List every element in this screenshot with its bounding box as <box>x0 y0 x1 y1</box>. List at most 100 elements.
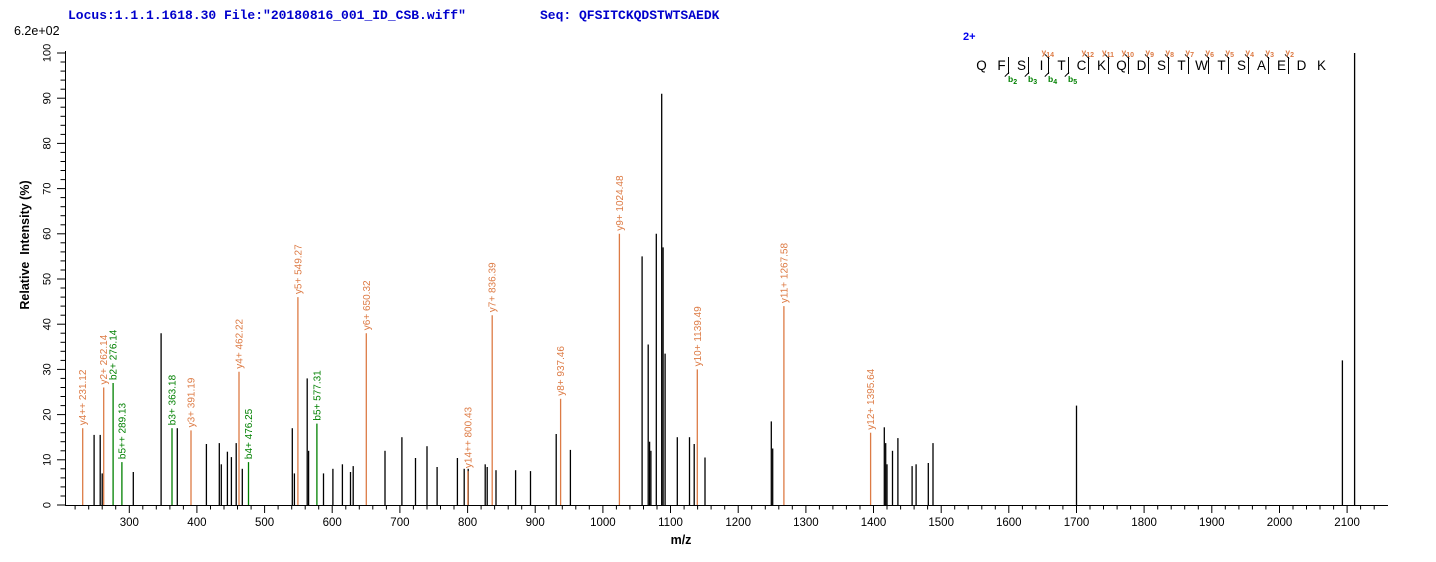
x-tick-label: 1700 <box>1064 517 1090 529</box>
cleavage-boundary: y2 <box>1285 47 1295 74</box>
x-tick-label: 1600 <box>996 517 1022 529</box>
residue-letter: S <box>1156 58 1166 73</box>
x-tick-label: 1300 <box>793 517 819 529</box>
b-ion-mark: b2 <box>1008 74 1018 86</box>
fragment-peak-label: y7+ 836.39 <box>488 262 499 312</box>
y-ion-mark: y4 <box>1245 47 1254 59</box>
cleavage-line <box>1228 57 1229 74</box>
y-tick-label: 20 <box>42 408 54 420</box>
residue-letter: E <box>1276 58 1286 73</box>
residue-letter: S <box>1236 58 1246 73</box>
cleavage-line <box>1128 57 1129 74</box>
y-ion-mark: y9 <box>1145 47 1154 59</box>
x-tick-label: 1200 <box>725 517 751 529</box>
residue-letter: T <box>1217 58 1226 73</box>
cleavage-line <box>1148 57 1149 74</box>
cleavage-line <box>1188 57 1189 74</box>
y-tick-label: 100 <box>42 44 54 62</box>
x-tick-label: 2100 <box>1334 517 1360 529</box>
y-ion-mark: y6 <box>1205 47 1214 59</box>
fragment-peak-label: b5++ 289.13 <box>117 402 128 459</box>
fragment-peak-label: y2+ 262.14 <box>99 334 110 384</box>
locus-file-header: Locus:1.1.1.1618.30 File:"20180816_001_I… <box>68 8 466 23</box>
y-ion-mark: y10 <box>1121 47 1134 59</box>
cleavage-line <box>1028 57 1029 74</box>
x-tick-label: 1900 <box>1199 517 1225 529</box>
fragment-peak-label: b5+ 577.31 <box>312 370 323 421</box>
fragment-peak-label: b4+ 476.25 <box>244 408 255 459</box>
b-ion-mark: b4 <box>1048 74 1058 86</box>
fragment-peak-label: y10+ 1139.49 <box>693 306 704 367</box>
fragment-peak-label: y6+ 650.32 <box>362 280 373 330</box>
axes <box>65 51 1388 506</box>
cleavage-line <box>1048 57 1049 74</box>
cleavage-line <box>1108 57 1109 74</box>
y-tick-label: 50 <box>42 273 54 285</box>
residue-letter: D <box>1136 58 1147 73</box>
cleavage-line <box>1208 57 1209 74</box>
residue-letter: C <box>1076 58 1087 73</box>
x-tick-label: 1500 <box>928 517 954 529</box>
y-tick-label: 80 <box>42 137 54 149</box>
x-tick-label: 2000 <box>1267 517 1293 529</box>
y-tick-label: 0 <box>42 502 54 508</box>
cleavage-boundary: y5 <box>1225 47 1235 74</box>
residue-letter: I <box>1039 58 1044 73</box>
cleavage-boundary: y4 <box>1245 47 1255 74</box>
cleavage-boundary: y8 <box>1165 47 1175 74</box>
fragment-peak-label: y9+ 1024.48 <box>615 175 626 231</box>
fragment-peak-label: y4++ 231.12 <box>78 369 89 425</box>
y-axis-title: Relative Intensity (%) <box>18 180 32 309</box>
y-ion-mark: y3 <box>1265 47 1274 59</box>
y-tick-label: 10 <box>42 454 54 466</box>
x-tick-label: 800 <box>458 517 477 529</box>
x-tick-label: 600 <box>323 517 342 529</box>
cleavage-line <box>1288 57 1289 74</box>
y-ion-mark: y14 <box>1041 47 1054 59</box>
x-tick-label: 1000 <box>590 517 616 529</box>
x-tick-label: 700 <box>390 517 409 529</box>
cleavage-boundary: b3 <box>1028 57 1037 86</box>
residue-letter: T <box>1177 58 1186 73</box>
cleavage-line <box>1068 57 1069 74</box>
residue-letter: W <box>1195 58 1208 73</box>
cleavage-boundary: y3 <box>1265 47 1275 74</box>
x-tick-label: 500 <box>255 517 274 529</box>
residue-letter: Q <box>976 58 987 73</box>
residue-letter: T <box>1057 58 1066 73</box>
residue-letter: A <box>1256 58 1266 73</box>
fragment-peak-label: y11+ 1267.58 <box>779 243 790 304</box>
y-ion-mark: y7 <box>1185 47 1194 59</box>
y-tick-label: 90 <box>42 92 54 104</box>
cleavage-boundary: y10 <box>1121 47 1135 74</box>
x-tick-label: 1800 <box>1131 517 1157 529</box>
y-ion-mark: y2 <box>1285 47 1294 59</box>
cleavage-line <box>1268 57 1269 74</box>
y-tick-label: 40 <box>42 318 54 330</box>
cleavage-boundary <box>1308 57 1315 74</box>
cleavage-line <box>1088 57 1089 74</box>
y-ion-mark: y8 <box>1165 47 1174 59</box>
cleavage-boundary: y7 <box>1185 47 1195 74</box>
cleavage-boundary: y6 <box>1205 47 1215 74</box>
residue-letter: D <box>1296 58 1307 73</box>
fragment-peak-label: b2+ 276.14 <box>109 329 120 380</box>
y-ion-mark: y12 <box>1081 47 1094 59</box>
residue-letter: Q <box>1116 58 1127 73</box>
y-ion-mark: y11 <box>1101 47 1114 59</box>
fragment-peak-label: y8+ 937.46 <box>556 346 567 396</box>
b-ion-mark: b3 <box>1028 74 1038 86</box>
cleavage-boundary: b2 <box>1008 57 1017 86</box>
fragment-peak-label: y3+ 391.19 <box>187 377 198 427</box>
x-tick-label: 300 <box>120 517 139 529</box>
fragment-peak-label: y12+ 1395.64 <box>866 368 877 429</box>
residue-letter: K <box>1096 58 1106 73</box>
cleavage-line <box>1248 57 1249 74</box>
precursor-charge-label: 2+ <box>963 31 976 43</box>
fragment-peak-label: b3+ 363.18 <box>168 374 179 425</box>
residue-letter: K <box>1316 58 1326 73</box>
